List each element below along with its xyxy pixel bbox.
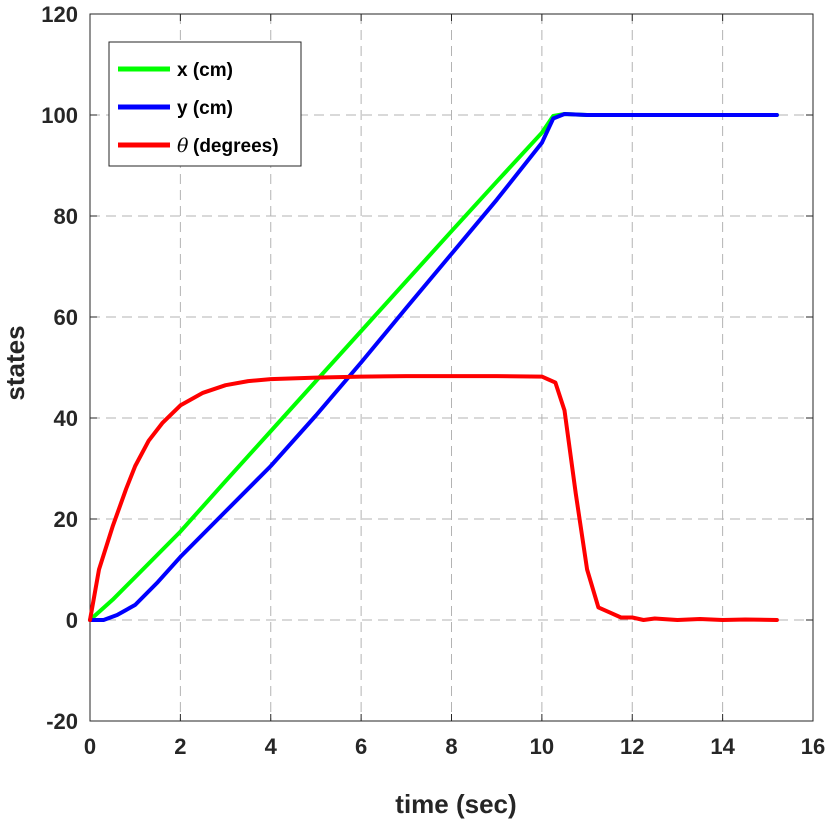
y-tick-label: 100	[41, 103, 78, 128]
x-tick-labels: 0 2 4 6 8 10 12 14 16	[84, 734, 825, 759]
y-tick-label: 20	[54, 507, 78, 532]
x-tick-label: 16	[801, 734, 825, 759]
y-tick-label: 40	[54, 406, 78, 431]
x-tick-label: 12	[620, 734, 644, 759]
series-line-2	[88, 374, 779, 622]
y-tick-label: -20	[46, 709, 78, 734]
y-tick-labels: -20 0 20 40 60 80 100 120	[41, 2, 78, 734]
legend: x (cm) y (cm) θ (degrees)	[108, 41, 302, 167]
x-tick-label: 8	[445, 734, 457, 759]
y-tick-label: 80	[54, 204, 78, 229]
y-tick-label: 120	[41, 2, 78, 27]
series-layer	[88, 112, 779, 622]
x-tick-label: 4	[265, 734, 278, 759]
series-line-1	[88, 112, 779, 622]
x-tick-label: 10	[530, 734, 554, 759]
legend-label-2: (degrees)	[193, 136, 279, 157]
legend-label-1: y (cm)	[177, 98, 233, 119]
x-tick-label: 2	[174, 734, 186, 759]
x-tick-label: 0	[84, 734, 96, 759]
y-axis-label: states	[0, 325, 30, 400]
x-tick-label: 14	[710, 734, 735, 759]
x-tick-label: 6	[355, 734, 367, 759]
y-tick-label: 60	[54, 305, 78, 330]
legend-symbol: θ	[177, 135, 189, 157]
legend-label-0: x (cm)	[177, 60, 233, 81]
x-axis-label: time (sec)	[395, 789, 516, 819]
plot-area	[89, 13, 814, 722]
y-tick-label: 0	[66, 608, 78, 633]
